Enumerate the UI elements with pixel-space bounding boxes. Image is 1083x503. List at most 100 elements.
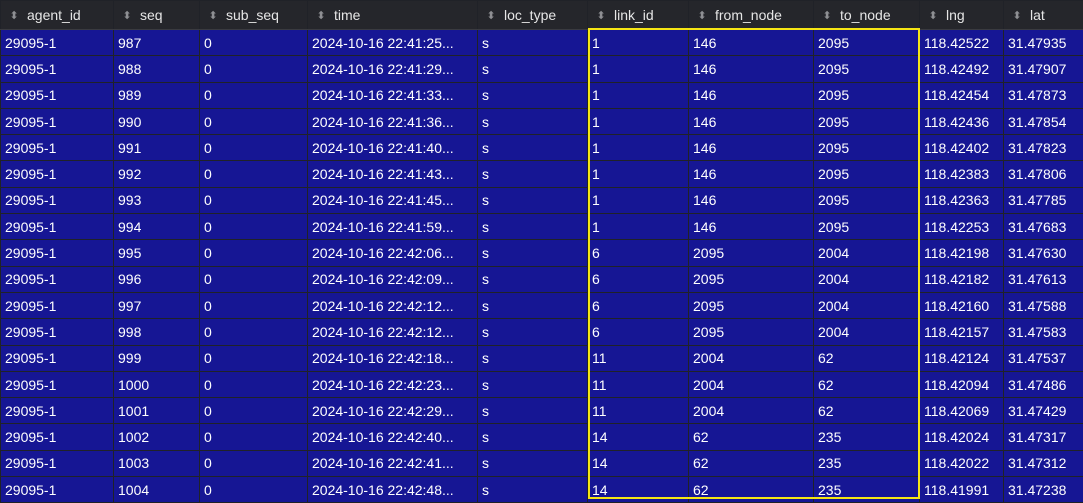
cell-link-id[interactable]: 6 <box>588 240 689 266</box>
cell-loc-type[interactable]: s <box>478 266 588 292</box>
cell-seq[interactable]: 993 <box>114 187 200 213</box>
cell-time[interactable]: 2024-10-16 22:42:12... <box>308 319 478 345</box>
cell-link-id[interactable]: 11 <box>588 371 689 397</box>
cell-from-node[interactable]: 146 <box>689 108 814 134</box>
cell-seq[interactable]: 992 <box>114 161 200 187</box>
cell-agent-id[interactable]: 29095-1 <box>1 30 114 56</box>
cell-lat[interactable]: 31.47683 <box>1004 214 1083 240</box>
cell-time[interactable]: 2024-10-16 22:42:41... <box>308 450 478 476</box>
cell-from-node[interactable]: 2095 <box>689 319 814 345</box>
cell-lat[interactable]: 31.47854 <box>1004 108 1083 134</box>
column-header-from-node[interactable]: ⬍from_node <box>689 1 814 30</box>
cell-lng[interactable]: 118.42160 <box>920 292 1004 318</box>
cell-loc-type[interactable]: s <box>478 398 588 424</box>
cell-seq[interactable]: 997 <box>114 292 200 318</box>
cell-time[interactable]: 2024-10-16 22:41:59... <box>308 214 478 240</box>
cell-to-node[interactable]: 2004 <box>814 240 920 266</box>
sort-arrows-icon[interactable]: ⬍ <box>312 9 330 22</box>
cell-time[interactable]: 2024-10-16 22:41:36... <box>308 108 478 134</box>
cell-to-node[interactable]: 235 <box>814 450 920 476</box>
sort-arrows-icon[interactable]: ⬍ <box>204 9 222 22</box>
cell-sub-seq[interactable]: 0 <box>200 108 308 134</box>
cell-to-node[interactable]: 235 <box>814 477 920 503</box>
cell-sub-seq[interactable]: 0 <box>200 135 308 161</box>
sort-arrows-icon[interactable]: ⬍ <box>5 9 23 22</box>
sort-arrows-icon[interactable]: ⬍ <box>592 9 610 22</box>
cell-loc-type[interactable]: s <box>478 108 588 134</box>
cell-seq[interactable]: 1001 <box>114 398 200 424</box>
cell-from-node[interactable]: 2004 <box>689 345 814 371</box>
cell-from-node[interactable]: 2095 <box>689 240 814 266</box>
cell-lng[interactable]: 118.42522 <box>920 30 1004 56</box>
cell-to-node[interactable]: 2095 <box>814 214 920 240</box>
sort-arrows-icon[interactable]: ⬍ <box>1008 9 1026 22</box>
cell-from-node[interactable]: 2004 <box>689 371 814 397</box>
cell-link-id[interactable]: 1 <box>588 82 689 108</box>
cell-sub-seq[interactable]: 0 <box>200 398 308 424</box>
cell-sub-seq[interactable]: 0 <box>200 56 308 82</box>
sort-arrows-icon[interactable]: ⬍ <box>818 9 836 22</box>
cell-lat[interactable]: 31.47935 <box>1004 30 1083 56</box>
cell-to-node[interactable]: 2004 <box>814 319 920 345</box>
cell-lng[interactable]: 118.42402 <box>920 135 1004 161</box>
cell-lng[interactable]: 118.42022 <box>920 450 1004 476</box>
cell-sub-seq[interactable]: 0 <box>200 292 308 318</box>
cell-to-node[interactable]: 62 <box>814 345 920 371</box>
cell-from-node[interactable]: 146 <box>689 135 814 161</box>
cell-time[interactable]: 2024-10-16 22:42:40... <box>308 424 478 450</box>
cell-link-id[interactable]: 14 <box>588 424 689 450</box>
cell-agent-id[interactable]: 29095-1 <box>1 82 114 108</box>
cell-to-node[interactable]: 2095 <box>814 135 920 161</box>
cell-loc-type[interactable]: s <box>478 240 588 266</box>
cell-time[interactable]: 2024-10-16 22:42:18... <box>308 345 478 371</box>
cell-agent-id[interactable]: 29095-1 <box>1 108 114 134</box>
cell-seq[interactable]: 998 <box>114 319 200 345</box>
cell-to-node[interactable]: 2095 <box>814 30 920 56</box>
cell-link-id[interactable]: 14 <box>588 477 689 503</box>
column-header-link-id[interactable]: ⬍link_id <box>588 1 689 30</box>
cell-to-node[interactable]: 235 <box>814 424 920 450</box>
cell-link-id[interactable]: 1 <box>588 56 689 82</box>
cell-to-node[interactable]: 2095 <box>814 161 920 187</box>
cell-seq[interactable]: 989 <box>114 82 200 108</box>
cell-link-id[interactable]: 11 <box>588 398 689 424</box>
cell-loc-type[interactable]: s <box>478 424 588 450</box>
cell-lng[interactable]: 118.42182 <box>920 266 1004 292</box>
column-header-to-node[interactable]: ⬍to_node <box>814 1 920 30</box>
cell-to-node[interactable]: 62 <box>814 371 920 397</box>
column-header-time[interactable]: ⬍time <box>308 1 478 30</box>
cell-lng[interactable]: 118.42124 <box>920 345 1004 371</box>
cell-lat[interactable]: 31.47823 <box>1004 135 1083 161</box>
cell-to-node[interactable]: 2004 <box>814 292 920 318</box>
cell-seq[interactable]: 999 <box>114 345 200 371</box>
cell-lat[interactable]: 31.47873 <box>1004 82 1083 108</box>
cell-agent-id[interactable]: 29095-1 <box>1 450 114 476</box>
cell-link-id[interactable]: 6 <box>588 292 689 318</box>
cell-lat[interactable]: 31.47907 <box>1004 56 1083 82</box>
cell-loc-type[interactable]: s <box>478 30 588 56</box>
cell-lat[interactable]: 31.47312 <box>1004 450 1083 476</box>
cell-lat[interactable]: 31.47537 <box>1004 345 1083 371</box>
cell-agent-id[interactable]: 29095-1 <box>1 319 114 345</box>
cell-link-id[interactable]: 1 <box>588 214 689 240</box>
cell-sub-seq[interactable]: 0 <box>200 266 308 292</box>
cell-seq[interactable]: 995 <box>114 240 200 266</box>
cell-loc-type[interactable]: s <box>478 477 588 503</box>
cell-agent-id[interactable]: 29095-1 <box>1 398 114 424</box>
cell-link-id[interactable]: 1 <box>588 187 689 213</box>
column-header-agent-id[interactable]: ⬍agent_id <box>1 1 114 30</box>
cell-agent-id[interactable]: 29095-1 <box>1 345 114 371</box>
cell-lng[interactable]: 118.42454 <box>920 82 1004 108</box>
cell-from-node[interactable]: 62 <box>689 477 814 503</box>
cell-seq[interactable]: 1004 <box>114 477 200 503</box>
cell-agent-id[interactable]: 29095-1 <box>1 56 114 82</box>
